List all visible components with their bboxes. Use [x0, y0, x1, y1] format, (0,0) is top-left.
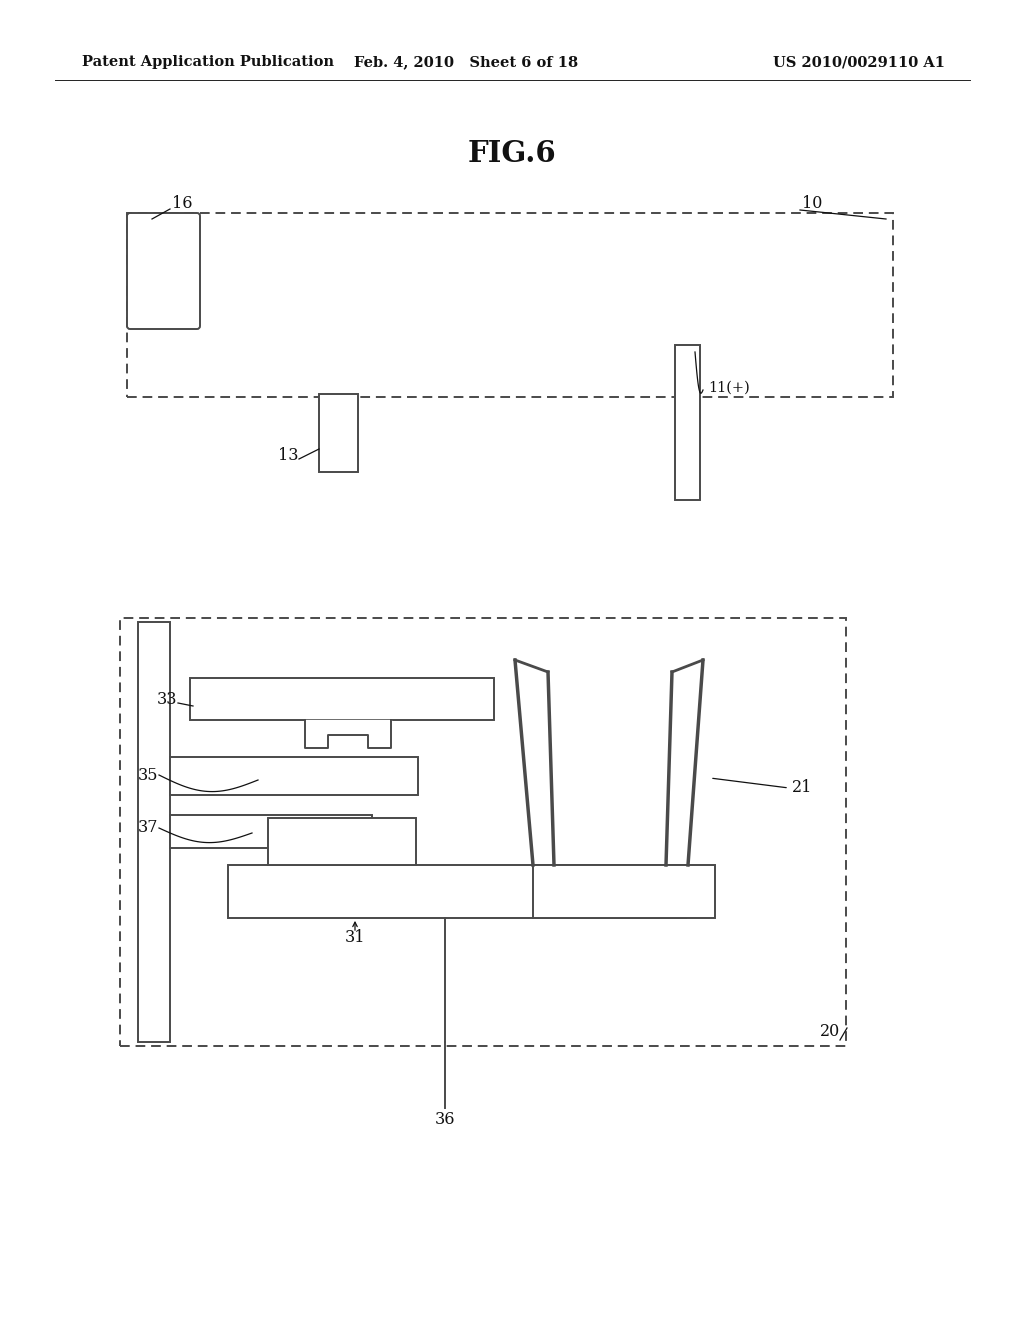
Bar: [138, 622, 170, 1041]
Text: 10: 10: [802, 195, 822, 213]
Bar: [170, 756, 418, 795]
Text: 20: 20: [820, 1023, 841, 1040]
Bar: [170, 814, 372, 847]
Text: FIG.6: FIG.6: [468, 139, 556, 168]
Text: 35: 35: [137, 767, 158, 784]
Bar: [319, 393, 358, 473]
Text: Patent Application Publication: Patent Application Publication: [82, 55, 334, 69]
Text: US 2010/0029110 A1: US 2010/0029110 A1: [773, 55, 945, 69]
Text: 16: 16: [172, 194, 193, 211]
Text: 36: 36: [435, 1111, 456, 1129]
Bar: [127, 213, 893, 397]
Bar: [534, 865, 715, 917]
Text: 21: 21: [792, 780, 812, 796]
Bar: [120, 618, 846, 1045]
Text: 11(+): 11(+): [708, 381, 750, 395]
Polygon shape: [305, 719, 391, 748]
Text: 13: 13: [278, 446, 298, 463]
Bar: [228, 865, 686, 917]
Bar: [190, 678, 494, 719]
Text: 31: 31: [345, 929, 366, 946]
Text: Feb. 4, 2010   Sheet 6 of 18: Feb. 4, 2010 Sheet 6 of 18: [354, 55, 579, 69]
FancyBboxPatch shape: [127, 213, 200, 329]
Bar: [268, 818, 416, 865]
Text: 33: 33: [157, 692, 177, 709]
Text: 37: 37: [137, 820, 158, 837]
Bar: [675, 345, 700, 500]
